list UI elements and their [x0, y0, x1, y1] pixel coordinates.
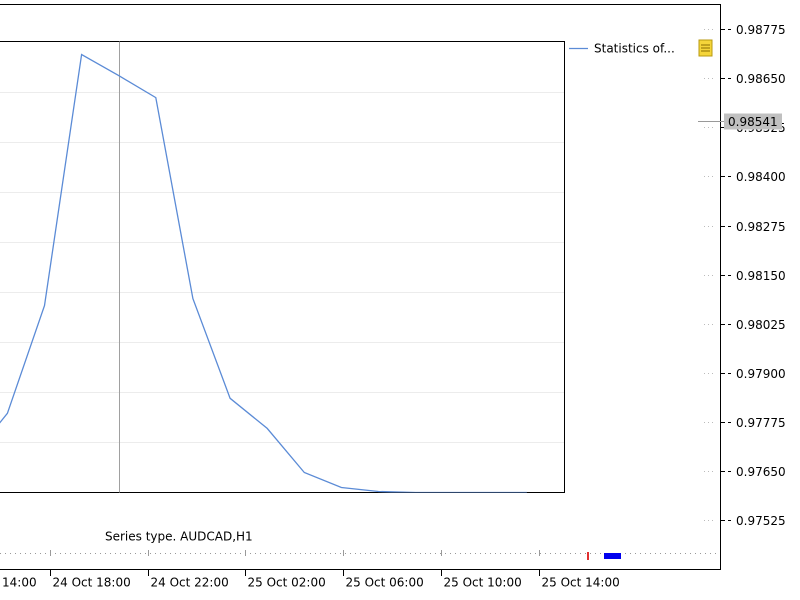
legend-icon[interactable] [698, 39, 713, 57]
time-tick-label: 25 Oct 06:00 [346, 576, 424, 590]
x-tick-label: 6 [338, 505, 346, 519]
time-tick-label: 25 Oct 02:00 [248, 576, 326, 590]
price-tick-label: 0.97775 [736, 416, 786, 430]
plot-subtitle: Series type. AUDCAD,H1 [105, 530, 253, 544]
plot-area [0, 41, 565, 493]
marker-blue [604, 553, 621, 559]
price-tick-label: 0.97650 [736, 465, 786, 479]
price-tick-label: 0.98400 [736, 170, 786, 184]
time-tick-label: 25 Oct 14:00 [542, 576, 620, 590]
price-tick-label: 0.98775 [736, 23, 786, 37]
price-tick-label: 0.98025 [736, 318, 786, 332]
series-line [0, 53, 527, 493]
time-tick-label: 25 Oct 10:00 [444, 576, 522, 590]
current-price-box [724, 113, 782, 130]
legend-label: Statistics of... [594, 42, 675, 56]
x-tick-label: 4 [264, 505, 272, 519]
axes-layer: 0.987750.986500.985250.984000.982750.981… [2, 23, 786, 590]
x-tick-label: 12 [557, 505, 572, 519]
time-tick-label: 24 Oct 22:00 [151, 576, 229, 590]
x-tick-label: -2 [40, 505, 52, 519]
time-tick-label: 24 Oct 18:00 [53, 576, 131, 590]
price-tick-label: 0.97525 [736, 514, 786, 528]
x-tick-label: 2 [190, 505, 198, 519]
x-tick-label: 10 [483, 505, 498, 519]
x-tick-label: 8 [413, 505, 421, 519]
price-tick-label: 0.98150 [736, 269, 786, 283]
price-tick-label: 0.98275 [736, 220, 786, 234]
current-price-label: 0.98541 [728, 115, 778, 129]
price-tick-label: 0.97900 [736, 367, 786, 381]
time-tick-label: 14:00 [2, 576, 37, 590]
x-tick-label: 0 [116, 505, 124, 519]
marker-red [587, 552, 589, 560]
plot-layer: -2 0 2 4 6 8 10 12 [0, 41, 572, 519]
price-tick-label: 0.98650 [736, 72, 786, 86]
